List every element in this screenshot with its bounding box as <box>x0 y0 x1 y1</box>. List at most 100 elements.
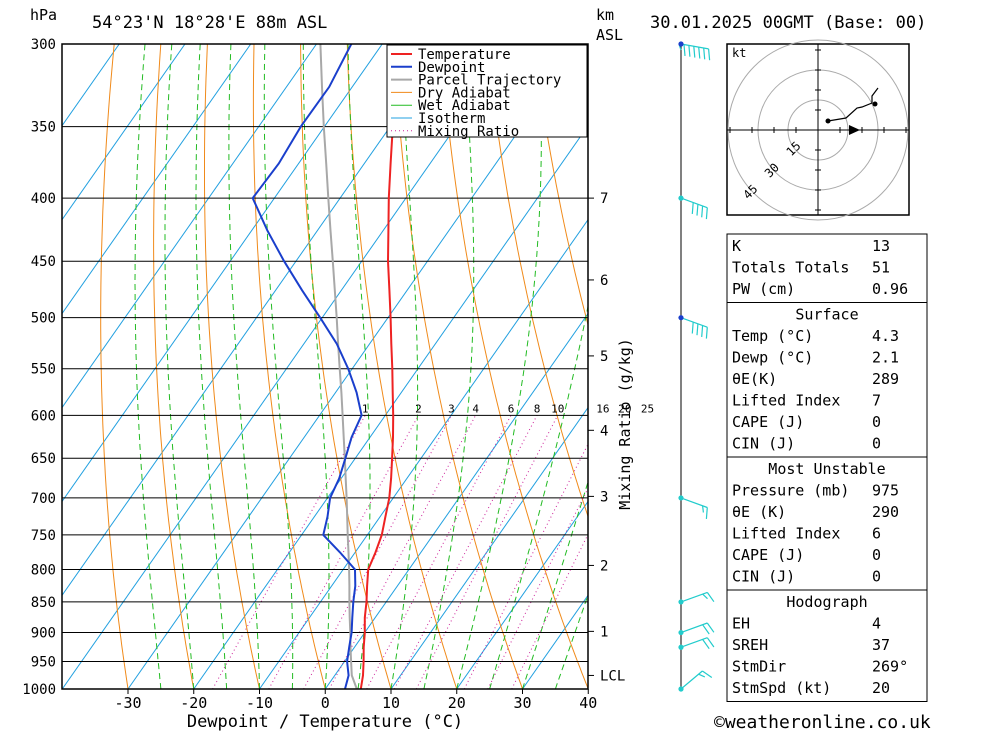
indices-row-value: 51 <box>872 259 890 277</box>
isotherm-line <box>62 44 317 409</box>
isotherm-line <box>62 44 449 597</box>
wind-barb-dot <box>678 644 684 650</box>
height-tick-label: 7 <box>600 191 608 207</box>
legend-entry: Mixing Ratio <box>418 124 519 140</box>
indices-row-label: StmDir <box>732 658 786 676</box>
indices-row-value: 289 <box>872 370 899 388</box>
indices-row-label: θE(K) <box>732 370 777 388</box>
wind-barb-dot <box>678 599 684 605</box>
wind-barb-feather <box>688 45 691 57</box>
indices-row-value: 0 <box>872 435 881 453</box>
wind-barb-dot <box>678 495 684 501</box>
wet-adiabat-line <box>554 593 588 689</box>
pressure-tick-label: 900 <box>31 626 56 642</box>
legend-entry: Temperature <box>418 47 511 63</box>
wind-barb <box>678 195 708 220</box>
wind-barb-staff <box>680 591 708 603</box>
sounding-series <box>251 44 411 689</box>
indices-section-title: Hodograph <box>786 593 867 611</box>
mixing-ratio-label: 25 <box>641 402 654 415</box>
indices-row-label: Dewp (°C) <box>732 349 813 367</box>
wind-barb-dot <box>678 195 684 201</box>
hodograph-trace <box>827 87 879 122</box>
isotherm-line <box>62 44 186 221</box>
wind-barb-feather <box>702 639 710 650</box>
pressure-tick-label: 800 <box>31 562 56 578</box>
wet-adiabat-line <box>522 480 588 689</box>
mixing-ratio-label: 6 <box>508 402 515 415</box>
temperature-curve <box>359 44 411 689</box>
height-ticks: 7 6 5 4 3 2 1 LCL <box>588 191 625 684</box>
wind-barb-feather <box>696 323 699 336</box>
legend-entry: Wet Adiabat <box>418 98 511 114</box>
indices-row-value: 290 <box>872 503 899 521</box>
isotherm-line <box>456 500 588 689</box>
wind-barb-feather <box>691 202 694 214</box>
indices-row-label: Pressure (mb) <box>732 482 849 500</box>
wind-barbs <box>678 41 715 692</box>
wind-barb-dot <box>678 41 684 47</box>
indices-row-value: 37 <box>872 636 890 654</box>
wind-barb-dot <box>678 315 684 321</box>
dry-adiabat-line <box>346 44 458 689</box>
indices-section-title: Most Unstable <box>768 460 885 478</box>
indices-row-value: 6 <box>872 525 881 543</box>
legend-entry: Dry Adiabat <box>418 85 511 101</box>
wind-barb-feather <box>691 322 694 334</box>
indices-row-label: K <box>732 237 741 255</box>
dry-adiabat-line <box>204 44 260 689</box>
hpa-axis-label: hPa <box>30 6 57 24</box>
pressure-tick-label: 650 <box>31 451 56 467</box>
indices-row-value: 4.3 <box>872 327 899 345</box>
pressure-tick-label: 850 <box>31 595 56 611</box>
indices-row-label: CIN (J) <box>732 435 795 453</box>
temperature-tick-label: -20 <box>180 694 207 712</box>
indices-row-label: Temp (°C) <box>732 327 813 345</box>
wind-barb-staff <box>680 670 703 690</box>
indices-row-label: CAPE (J) <box>732 413 804 431</box>
wind-barb-feather <box>698 673 706 678</box>
mixing-ratio-line <box>415 415 559 689</box>
pressure-tick-label: 750 <box>31 528 56 544</box>
pressure-tick-label: 1000 <box>22 682 56 698</box>
legend-entry: Dewpoint <box>418 60 485 76</box>
pressure-tick-label: 550 <box>31 362 56 378</box>
wet-adiabat-line <box>228 44 260 689</box>
pressure-tick-label: 400 <box>31 191 56 207</box>
wind-barb-feather <box>705 207 708 220</box>
wind-barb-staff <box>680 637 708 648</box>
indices-row-label: Lifted Index <box>732 392 840 410</box>
isotherm-line <box>259 218 588 689</box>
mixing-ratio-line <box>393 415 538 689</box>
indices-row-label: CIN (J) <box>732 568 795 586</box>
isotherm-line <box>127 44 580 689</box>
temperature-tick-label: 10 <box>382 694 400 712</box>
asl-label: ASL <box>596 26 623 44</box>
isotherm-line <box>62 44 252 315</box>
wind-barb-feather <box>705 507 708 519</box>
height-tick-label: 4 <box>600 423 608 439</box>
legend-entry: Isotherm <box>418 111 485 127</box>
wind-barb-feather <box>706 592 715 603</box>
credit-text: ©weatheronline.co.uk <box>714 712 931 733</box>
isotherm-line <box>193 124 588 689</box>
wind-barb-feather <box>683 44 686 56</box>
temperature-ticks: -30 -20 -10 0 10 20 30 40 <box>114 689 597 712</box>
km-axis-label: km <box>596 6 614 24</box>
pressure-tick-label: 600 <box>31 408 56 424</box>
mixing-ratio-labels: 1 2 3 4 6 8 10 16 20 25 <box>362 402 654 415</box>
wind-barb-feather <box>696 204 699 216</box>
indices-row-value: 4 <box>872 615 881 633</box>
wind-barb-feather <box>702 505 704 513</box>
indices-row-value: 0 <box>872 568 881 586</box>
wind-barb-staff <box>680 197 708 209</box>
indices-row-value: 0.96 <box>872 280 908 298</box>
indices-tables: K 13 Totals Totals 51 PW (cm) 0.96 Surface Temp… <box>726 233 928 702</box>
temperature-tick-label: 0 <box>321 694 330 712</box>
indices-box <box>726 302 928 458</box>
height-tick-label: LCL <box>600 668 625 684</box>
hodograph-kt-label: kt <box>732 46 746 60</box>
indices-row-value: 975 <box>872 482 899 500</box>
indices-row-value: 0 <box>872 546 881 564</box>
